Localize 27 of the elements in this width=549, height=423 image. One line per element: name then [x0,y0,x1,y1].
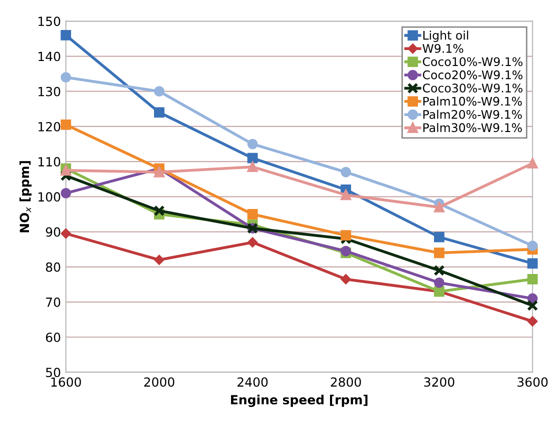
legend-label: W9.1% [422,44,464,53]
legend-label: Light oil [423,30,468,42]
y-tick-label: 60 [46,332,60,342]
x-tick-label: 2000 [144,377,174,387]
y-tick-label: 120 [38,122,60,132]
y-axis-title: NO$_{x}$ [ppm] [19,161,32,232]
y-tick-label: 80 [46,262,60,272]
y-tick-label: 90 [46,227,60,237]
legend-label: Coco30%-W9.1% [422,84,522,93]
x-tick-label: 3600 [518,377,548,387]
x-tick-label: 3200 [424,377,454,387]
legend-label: Palm30%-W9.1% [423,122,522,132]
y-tick-label: 140 [38,52,60,62]
legend-label: Palm20%-W9.1% [423,110,522,119]
y-tick-label: 50 [46,368,60,378]
legend-label: Palm10%-W9.1% [423,96,522,106]
y-tick-label: 130 [38,86,60,96]
legend-label: Coco10%-W9.1% [422,57,522,66]
x-tick-label: 2800 [330,377,361,387]
x-tick-label: 2400 [238,377,268,387]
legend-label: Coco20%-W9.1% [422,70,522,80]
x-tick-label: 1600 [51,377,81,387]
x-axis-title: Engine speed [rpm] [231,394,368,407]
y-tick-label: 70 [46,297,60,307]
y-tick-label: 100 [38,192,60,202]
y-tick-label: 150 [38,16,60,26]
y-tick-label: 110 [38,157,60,167]
